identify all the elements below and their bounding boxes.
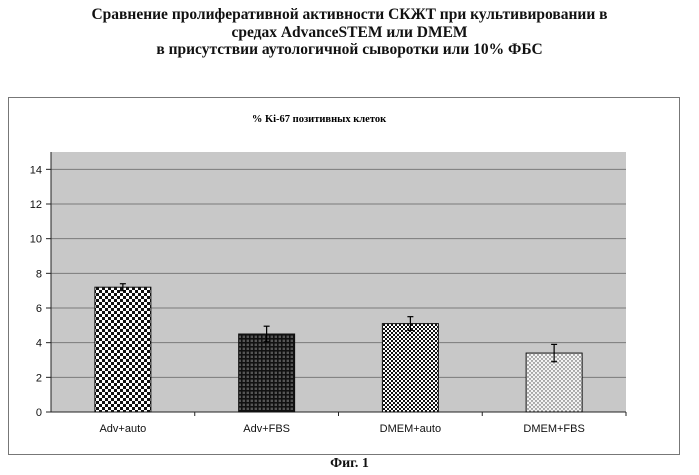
bar — [95, 287, 151, 412]
y-tick-label: 12 — [30, 199, 42, 211]
chart-heading: Сравнение пролиферативной активности СКЖ… — [0, 6, 699, 59]
bar-chart: % Ki-67 позитивных клеток 0 2 4 6 8 10 12 14 Adv… — [9, 98, 681, 456]
y-tick-label: 2 — [36, 372, 42, 384]
y-tick-label: 8 — [36, 268, 42, 280]
x-tick-label: DMEM+auto — [380, 423, 441, 435]
heading-line-3: в присутствии аутологичной сыворотки или… — [0, 41, 699, 59]
y-tick-label: 0 — [36, 407, 42, 419]
y-tick-label: 10 — [30, 234, 42, 246]
x-tick-label: Adv+auto — [99, 423, 146, 435]
heading-line-1: Сравнение пролиферативной активности СКЖ… — [0, 6, 699, 24]
y-tick-label: 6 — [36, 303, 42, 315]
x-tick-label: Adv+FBS — [243, 423, 290, 435]
bar — [239, 334, 295, 412]
chart-title: % Ki-67 позитивных клеток — [252, 114, 387, 125]
y-tick-label: 4 — [36, 338, 42, 350]
y-tick-label: 14 — [30, 164, 42, 176]
x-tick-label: DMEM+FBS — [523, 423, 584, 435]
chart-frame: % Ki-67 позитивных клеток 0 2 4 6 8 10 12 14 Adv… — [8, 97, 680, 455]
figure-caption: Фиг. 1 — [0, 456, 699, 472]
bar — [382, 324, 438, 412]
heading-line-2: средах AdvanceSTEM или DMEM — [0, 24, 699, 42]
